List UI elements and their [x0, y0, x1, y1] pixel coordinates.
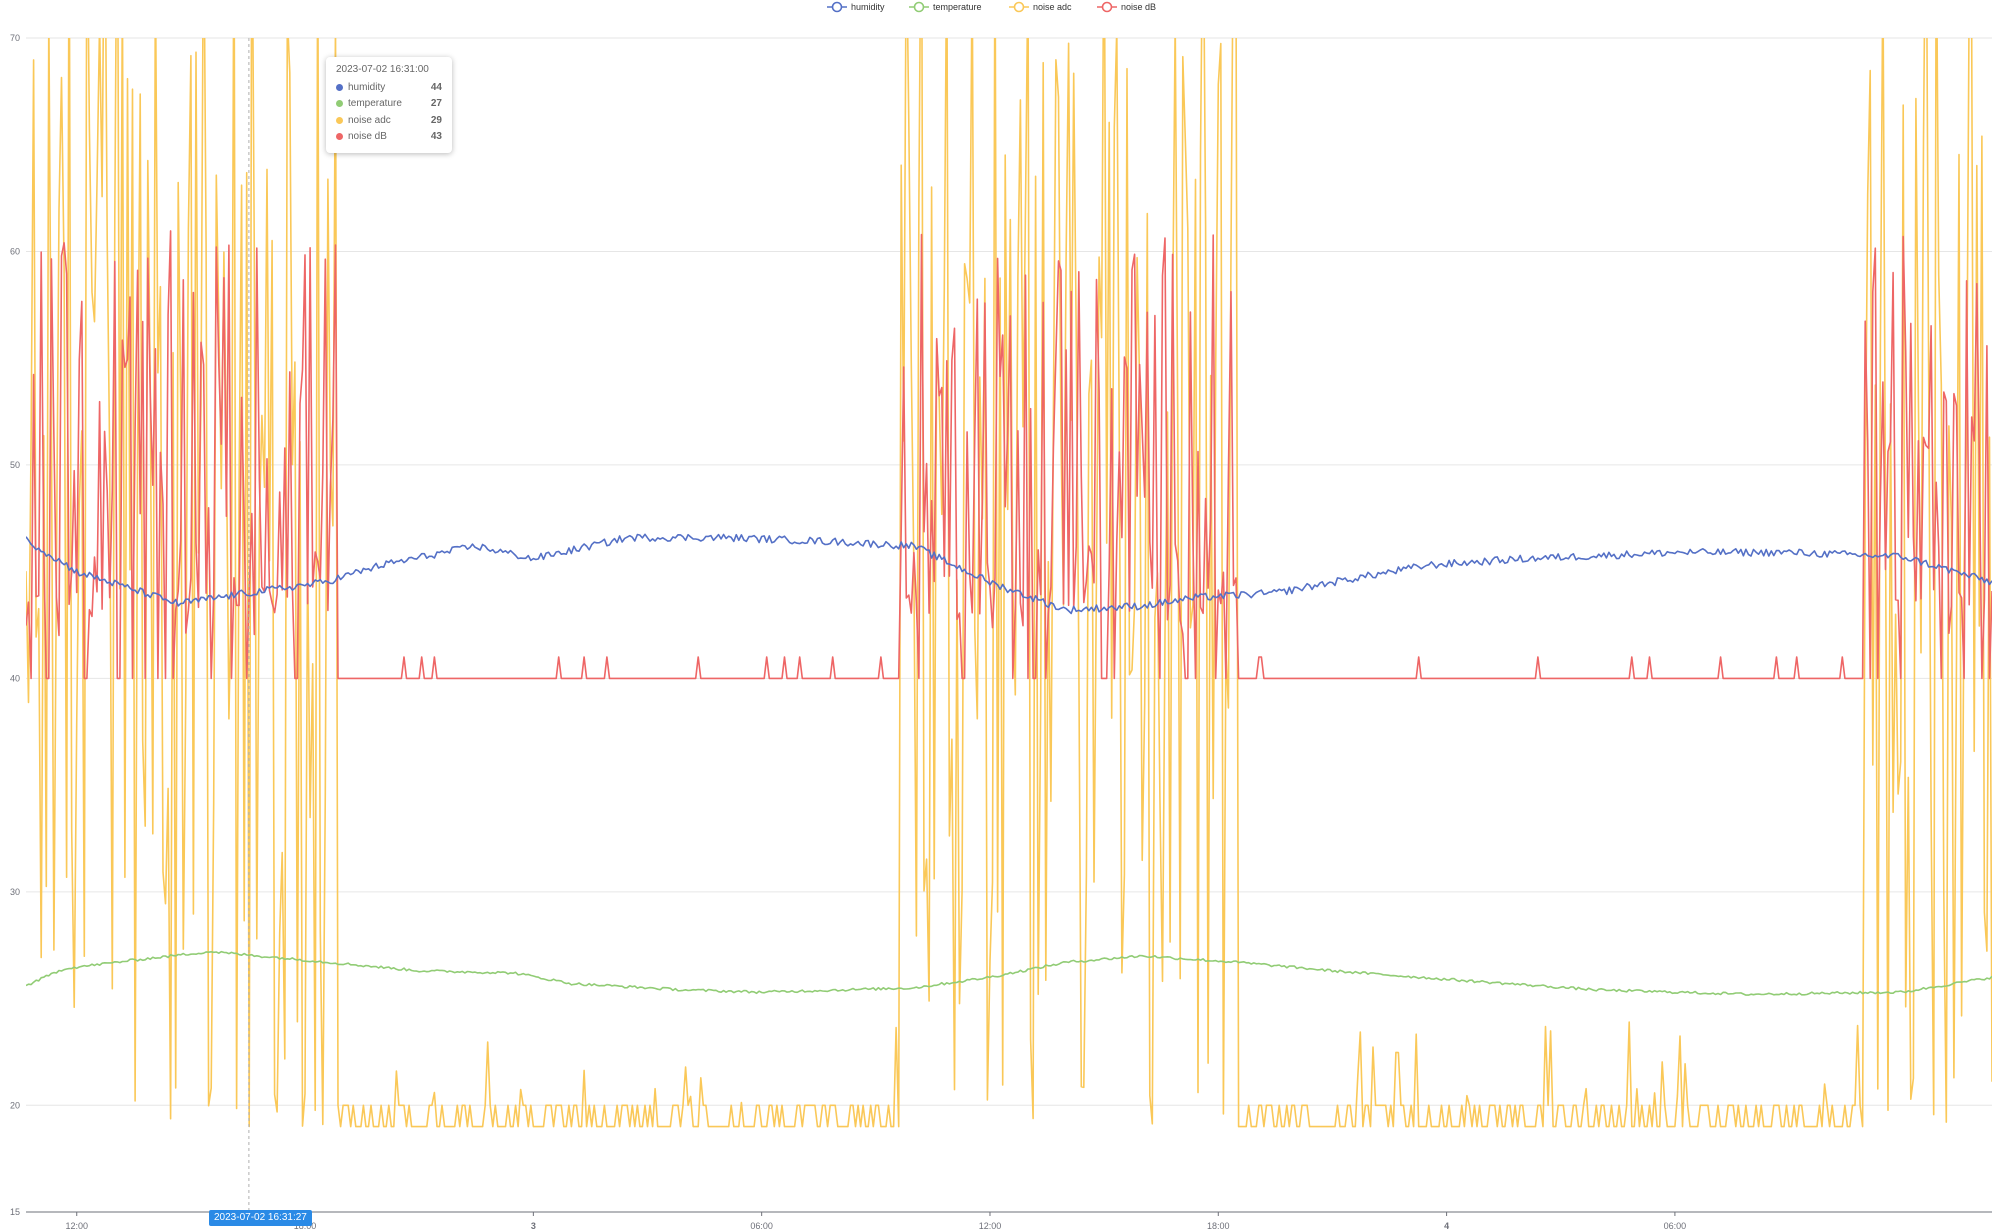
x-tick-label: 12:00 [979, 1221, 1002, 1230]
tooltip-series-name: noise adc [348, 114, 391, 126]
tooltip-series-name: noise dB [348, 131, 387, 143]
legend-label: noise adc [1033, 2, 1072, 12]
y-tick-label: 30 [10, 887, 20, 897]
tooltip-series-value: 44 [430, 81, 442, 93]
legend-marker-icon [1101, 1, 1113, 13]
legend-marker-icon [1013, 1, 1025, 13]
y-tick-label: 15 [10, 1207, 20, 1217]
legend-item-humidity[interactable]: humidity [827, 1, 885, 13]
temperature-dot-icon [336, 100, 343, 108]
tooltip: 2023-07-02 16:31:00 humidity 44 temperat… [326, 57, 452, 153]
tooltip-series-name: humidity [348, 81, 386, 93]
y-tick-label: 20 [10, 1100, 20, 1110]
axis-pointer-label: 2023-07-02 16:31:27 [209, 1210, 312, 1226]
y-tick-label: 40 [10, 673, 20, 683]
tooltip-row-noise-db: noise dB 43 [336, 129, 442, 146]
legend-item-temperature[interactable]: temperature [909, 1, 982, 13]
x-tick-label: 12:00 [65, 1221, 88, 1230]
noise-db-dot-icon [336, 133, 343, 141]
legend-marker-icon [831, 1, 843, 13]
tooltip-row-temperature: temperature 27 [336, 96, 442, 113]
x-tick-label: 3 [531, 1221, 536, 1230]
humidity-dot-icon [336, 83, 343, 91]
legend-label: noise dB [1121, 2, 1156, 12]
noise-adc-dot-icon [336, 116, 343, 124]
x-tick-label: 4 [1444, 1221, 1449, 1230]
tooltip-row-noise-adc: noise adc 29 [336, 112, 442, 129]
x-tick-label: 18:00 [1207, 1221, 1230, 1230]
legend-label: temperature [933, 2, 982, 12]
series-line-temperature [26, 950, 1992, 996]
tooltip-series-value: 43 [430, 131, 442, 143]
tooltip-series-value: 29 [430, 114, 442, 126]
x-tick-label: 06:00 [1664, 1221, 1687, 1230]
y-tick-label: 60 [10, 246, 20, 256]
legend: humidity temperature noise adc noise dB [827, 1, 1156, 13]
tooltip-series-value: 27 [430, 98, 442, 110]
tooltip-series-name: temperature [348, 98, 402, 110]
legend-marker-icon [913, 1, 925, 13]
series-line-noise-dB [26, 230, 1992, 680]
x-tick-label: 06:00 [750, 1221, 773, 1230]
legend-item-noise-adc[interactable]: noise adc [1009, 1, 1072, 13]
legend-label: humidity [851, 2, 885, 12]
y-tick-label: 50 [10, 460, 20, 470]
tooltip-time: 2023-07-02 16:31:00 [336, 64, 429, 75]
series-line-humidity [26, 533, 1992, 615]
legend-item-noise-dB[interactable]: noise dB [1097, 1, 1156, 13]
y-tick-label: 70 [10, 33, 20, 43]
tooltip-row-humidity: humidity 44 [336, 79, 442, 96]
